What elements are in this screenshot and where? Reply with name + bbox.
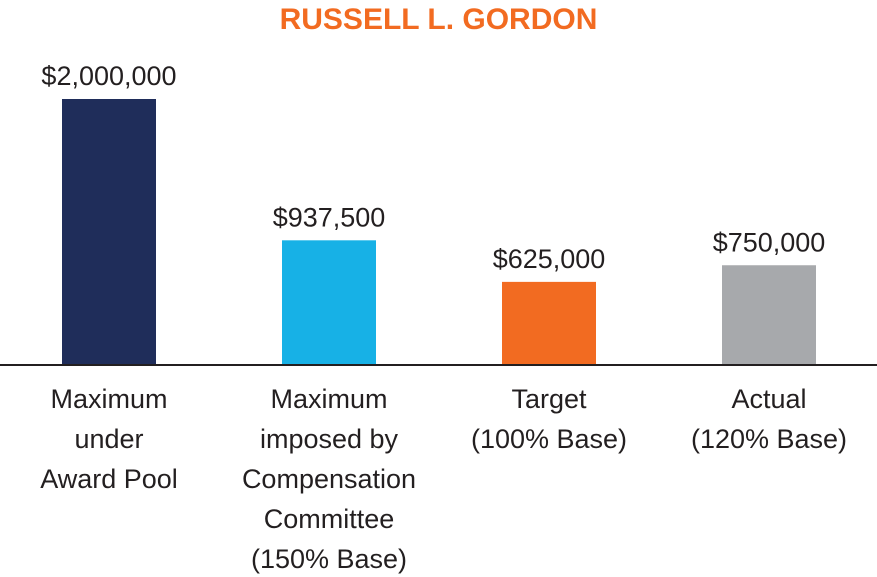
- category-labels-layer: Maximum under Award Pool Maximum imposed by C…: [40, 384, 847, 574]
- bar-3: [502, 281, 596, 365]
- bar-2: [282, 240, 376, 365]
- category-label-line: Award Pool: [40, 464, 178, 494]
- category-label-line: (150% Base): [251, 544, 407, 574]
- category-label-line: Committee: [264, 504, 395, 534]
- category-label-3: Target (100% Base): [471, 384, 627, 454]
- value-label-1: $2,000,000: [41, 61, 176, 91]
- category-label-line: under: [74, 424, 143, 454]
- value-label-3: $625,000: [493, 244, 606, 274]
- value-label-4: $750,000: [713, 227, 826, 257]
- value-label-2: $937,500: [273, 202, 386, 232]
- category-label-4: Actual (120% Base): [691, 384, 847, 454]
- category-label-line: imposed by: [260, 424, 399, 454]
- category-label-line: Maximum: [270, 384, 387, 414]
- category-label-line: Target: [511, 384, 587, 414]
- category-label-1: Maximum under Award Pool: [40, 384, 178, 494]
- bars-layer: [62, 99, 816, 365]
- category-label-line: (120% Base): [691, 424, 847, 454]
- value-labels-layer: $2,000,000 $937,500 $625,000 $750,000: [41, 61, 825, 274]
- category-label-line: Actual: [731, 384, 806, 414]
- bar-4: [722, 265, 816, 365]
- category-label-line: (100% Base): [471, 424, 627, 454]
- category-label-line: Compensation: [242, 464, 416, 494]
- bar-1: [62, 99, 156, 365]
- category-label-2: Maximum imposed by Compensation Committee (1…: [242, 384, 416, 574]
- category-label-line: Maximum: [50, 384, 167, 414]
- chart-title: RUSSELL L. GORDON: [279, 3, 598, 36]
